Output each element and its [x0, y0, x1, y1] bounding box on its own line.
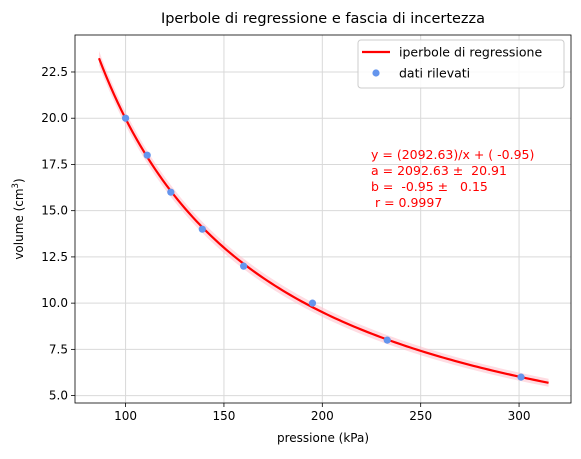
- y-axis-label-sup: 3: [11, 183, 21, 188]
- y-tick-label: 10.0: [41, 296, 68, 310]
- y-tick-label: 15.0: [41, 204, 68, 218]
- y-tick-label: 20.0: [41, 111, 68, 125]
- y-axis-ticks: 5.0 7.5 10.0 12.5 15.0 17.5 20.0 22.5: [41, 65, 75, 403]
- annotation-line-b: b = -0.95 ± 0.15: [371, 179, 488, 194]
- fit-annotation: y = (2092.63)/x + ( -0.95) a = 2092.63 ±…: [371, 147, 534, 210]
- annotation-line-a: a = 2092.63 ± 20.91: [371, 163, 507, 178]
- data-point: [121, 114, 130, 122]
- data-point: [517, 373, 525, 381]
- legend-marker-swatch: [372, 69, 380, 77]
- data-point: [240, 262, 248, 270]
- data-points-layer: [121, 114, 525, 381]
- y-tick-label: 7.5: [49, 342, 68, 356]
- legend-box: [357, 39, 565, 89]
- y-tick-label: 12.5: [41, 250, 68, 264]
- plot-frame: [74, 34, 572, 404]
- y-tick-label: 22.5: [41, 65, 68, 79]
- y-axis-label-main: volume (cm: [12, 188, 26, 259]
- legend: iperbole di regressione dati rilevati: [357, 39, 565, 89]
- grid-layer: [75, 35, 571, 403]
- x-axis-label: pressione (kPa): [277, 431, 369, 445]
- x-tick-label: 250: [409, 409, 432, 423]
- y-axis-label-close: ): [12, 178, 26, 183]
- annotation-line-r: r = 0.9997: [371, 195, 442, 210]
- x-tick-label: 100: [114, 409, 137, 423]
- data-point: [383, 336, 391, 344]
- x-axis-ticks: 100 150 200 250 300: [114, 403, 531, 423]
- legend-label-regression: iperbole di regressione: [399, 45, 542, 60]
- regression-line-layer: [97, 57, 549, 384]
- annotation-line-equation: y = (2092.63)/x + ( -0.95): [371, 147, 534, 162]
- data-point: [308, 299, 317, 307]
- x-tick-label: 200: [311, 409, 334, 423]
- y-tick-label: 17.5: [41, 157, 68, 171]
- y-axis-label: volume (cm3): [11, 178, 26, 259]
- data-point: [143, 151, 151, 159]
- data-point: [167, 188, 175, 196]
- chart-title: Iperbole di regressione e fascia di ince…: [161, 11, 485, 27]
- legend-label-data: dati rilevati: [399, 66, 470, 81]
- x-tick-label: 300: [508, 409, 531, 423]
- data-point: [198, 225, 206, 233]
- x-tick-label: 150: [212, 409, 235, 423]
- y-tick-label: 5.0: [49, 389, 68, 403]
- regression-line: [97, 57, 549, 384]
